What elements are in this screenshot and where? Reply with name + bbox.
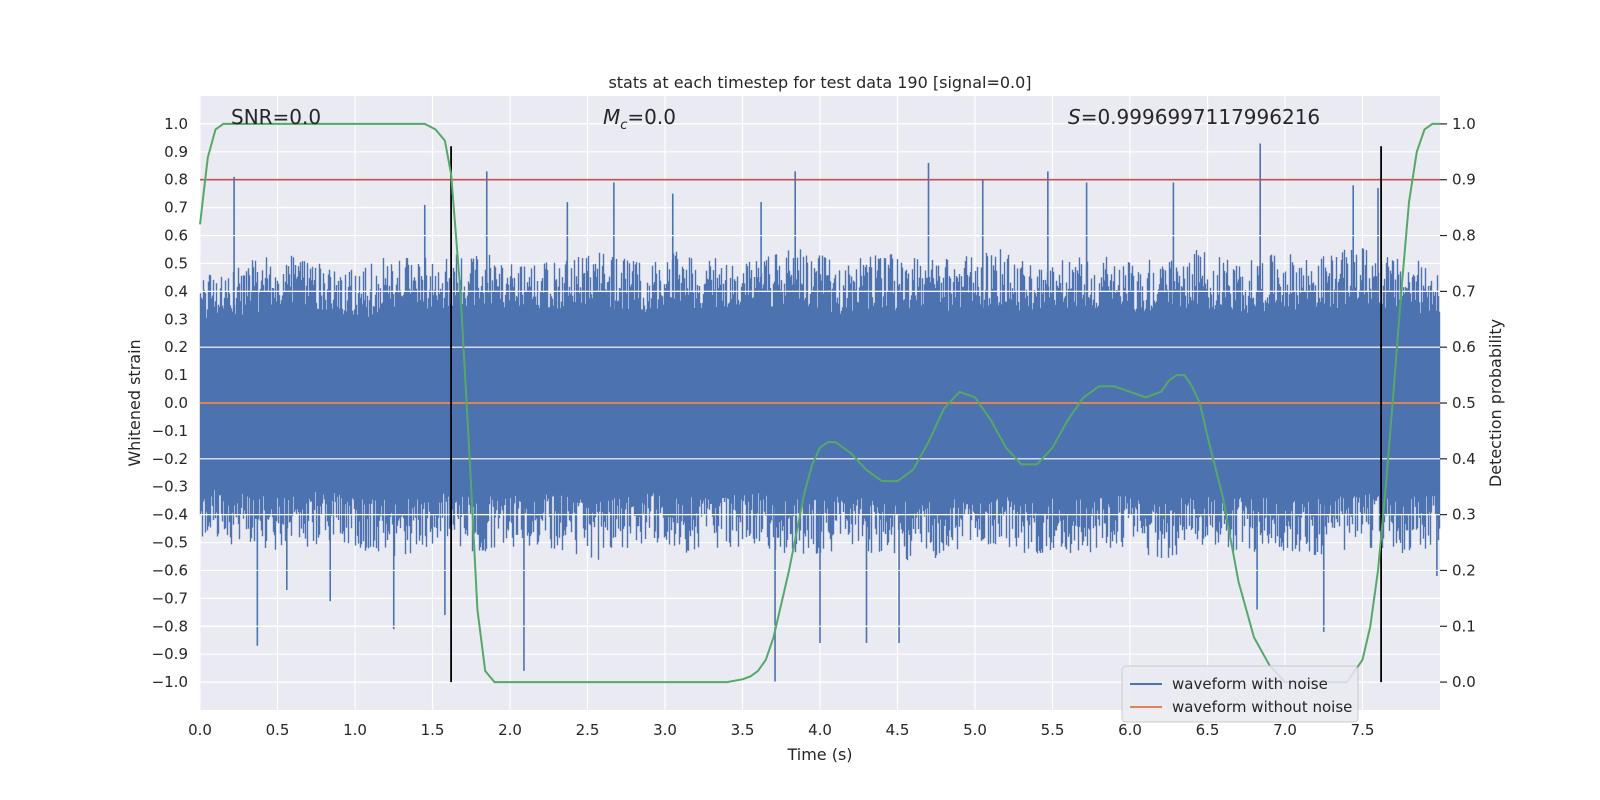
y-left-tick-label: 0.3 bbox=[164, 310, 188, 328]
y-left-tick-label: 0.5 bbox=[164, 254, 188, 272]
x-tick-label: 6.5 bbox=[1196, 721, 1220, 739]
y-right-tick-label: 0.5 bbox=[1452, 394, 1476, 412]
y-left-tick-label: −0.4 bbox=[152, 506, 188, 524]
snr-annotation: SNR=0.0 bbox=[231, 105, 321, 129]
y-axis-label-left: Whitened strain bbox=[125, 339, 144, 466]
legend-label: waveform with noise bbox=[1172, 675, 1328, 693]
chirp-mass-annotation: Mc=0.0 bbox=[603, 105, 676, 133]
y-left-tick-label: 0.7 bbox=[164, 199, 188, 217]
y-right-tick-label: 0.2 bbox=[1452, 561, 1476, 579]
y-left-tick-label: 0.8 bbox=[164, 171, 188, 189]
y-left-tick-label: 0.6 bbox=[164, 227, 188, 245]
y-axis-label-right: Detection probability bbox=[1486, 319, 1505, 487]
y-left-tick-label: 0.4 bbox=[164, 282, 188, 300]
y-left-tick-label: −0.3 bbox=[152, 478, 188, 496]
y-left-tick-label: 0.1 bbox=[164, 366, 188, 384]
x-tick-label: 0.0 bbox=[188, 721, 212, 739]
y-right-tick-label: 0.3 bbox=[1452, 506, 1476, 524]
x-axis-label: Time (s) bbox=[786, 745, 852, 764]
y-left-tick-label: −0.5 bbox=[152, 534, 188, 552]
axes-layer: 0.0 0.5 1.0 1.5 2.0 2.5 3.0 3.5 4.0 4.5 5.0 5.5 6.0 6… bbox=[152, 115, 1476, 739]
x-tick-label: 6.0 bbox=[1118, 721, 1142, 739]
x-tick-label: 1.5 bbox=[421, 721, 445, 739]
x-tick-label: 5.0 bbox=[963, 721, 987, 739]
y-right-tick-label: 0.0 bbox=[1452, 673, 1476, 691]
y-left-tick-label: 0.2 bbox=[164, 338, 188, 356]
y-left-tick-label: −0.7 bbox=[152, 589, 188, 607]
legend: waveform with noise waveform without nois… bbox=[1121, 665, 1359, 723]
x-tick-label: 2.5 bbox=[576, 721, 600, 739]
legend-label: waveform without noise bbox=[1172, 698, 1352, 716]
x-tick-label: 5.5 bbox=[1041, 721, 1065, 739]
x-tick-label: 7.5 bbox=[1351, 721, 1375, 739]
y-left-tick-label: 1.0 bbox=[164, 115, 188, 133]
x-tick-label: 4.0 bbox=[808, 721, 832, 739]
y-right-tick-label: 0.9 bbox=[1452, 171, 1476, 189]
score-annotation: S=0.9996997117996216 bbox=[1068, 105, 1320, 129]
x-tick-label: 3.0 bbox=[653, 721, 677, 739]
y-right-tick-label: 0.7 bbox=[1452, 282, 1476, 300]
x-tick-label: 4.5 bbox=[886, 721, 910, 739]
y-left-tick-label: 0.0 bbox=[164, 394, 188, 412]
legend-box bbox=[1121, 665, 1359, 723]
chart-title: stats at each timestep for test data 190… bbox=[608, 73, 1031, 92]
y-left-tick-label: −0.1 bbox=[152, 422, 188, 440]
y-left-tick-label: −0.2 bbox=[152, 450, 188, 468]
x-tick-label: 0.5 bbox=[266, 721, 290, 739]
x-tick-label: 3.5 bbox=[731, 721, 755, 739]
y-left-tick-label: −1.0 bbox=[152, 673, 188, 691]
y-left-tick-label: −0.9 bbox=[152, 645, 188, 663]
y-left-tick-label: 0.9 bbox=[164, 143, 188, 161]
x-tick-label: 7.0 bbox=[1273, 721, 1297, 739]
y-right-tick-label: 0.8 bbox=[1452, 227, 1476, 245]
y-right-tick-label: 0.1 bbox=[1452, 617, 1476, 635]
annotations: SNR=0.0 Mc=0.0 S=0.9996997117996216 bbox=[231, 105, 1320, 133]
y-left-tick-label: −0.6 bbox=[152, 561, 188, 579]
y-right-tick-label: 0.6 bbox=[1452, 338, 1476, 356]
y-right-tick-label: 0.4 bbox=[1452, 450, 1476, 468]
x-tick-label: 2.0 bbox=[498, 721, 522, 739]
x-tick-label: 1.0 bbox=[343, 721, 367, 739]
y-left-tick-label: −0.8 bbox=[152, 617, 188, 635]
y-right-tick-label: 1.0 bbox=[1452, 115, 1476, 133]
